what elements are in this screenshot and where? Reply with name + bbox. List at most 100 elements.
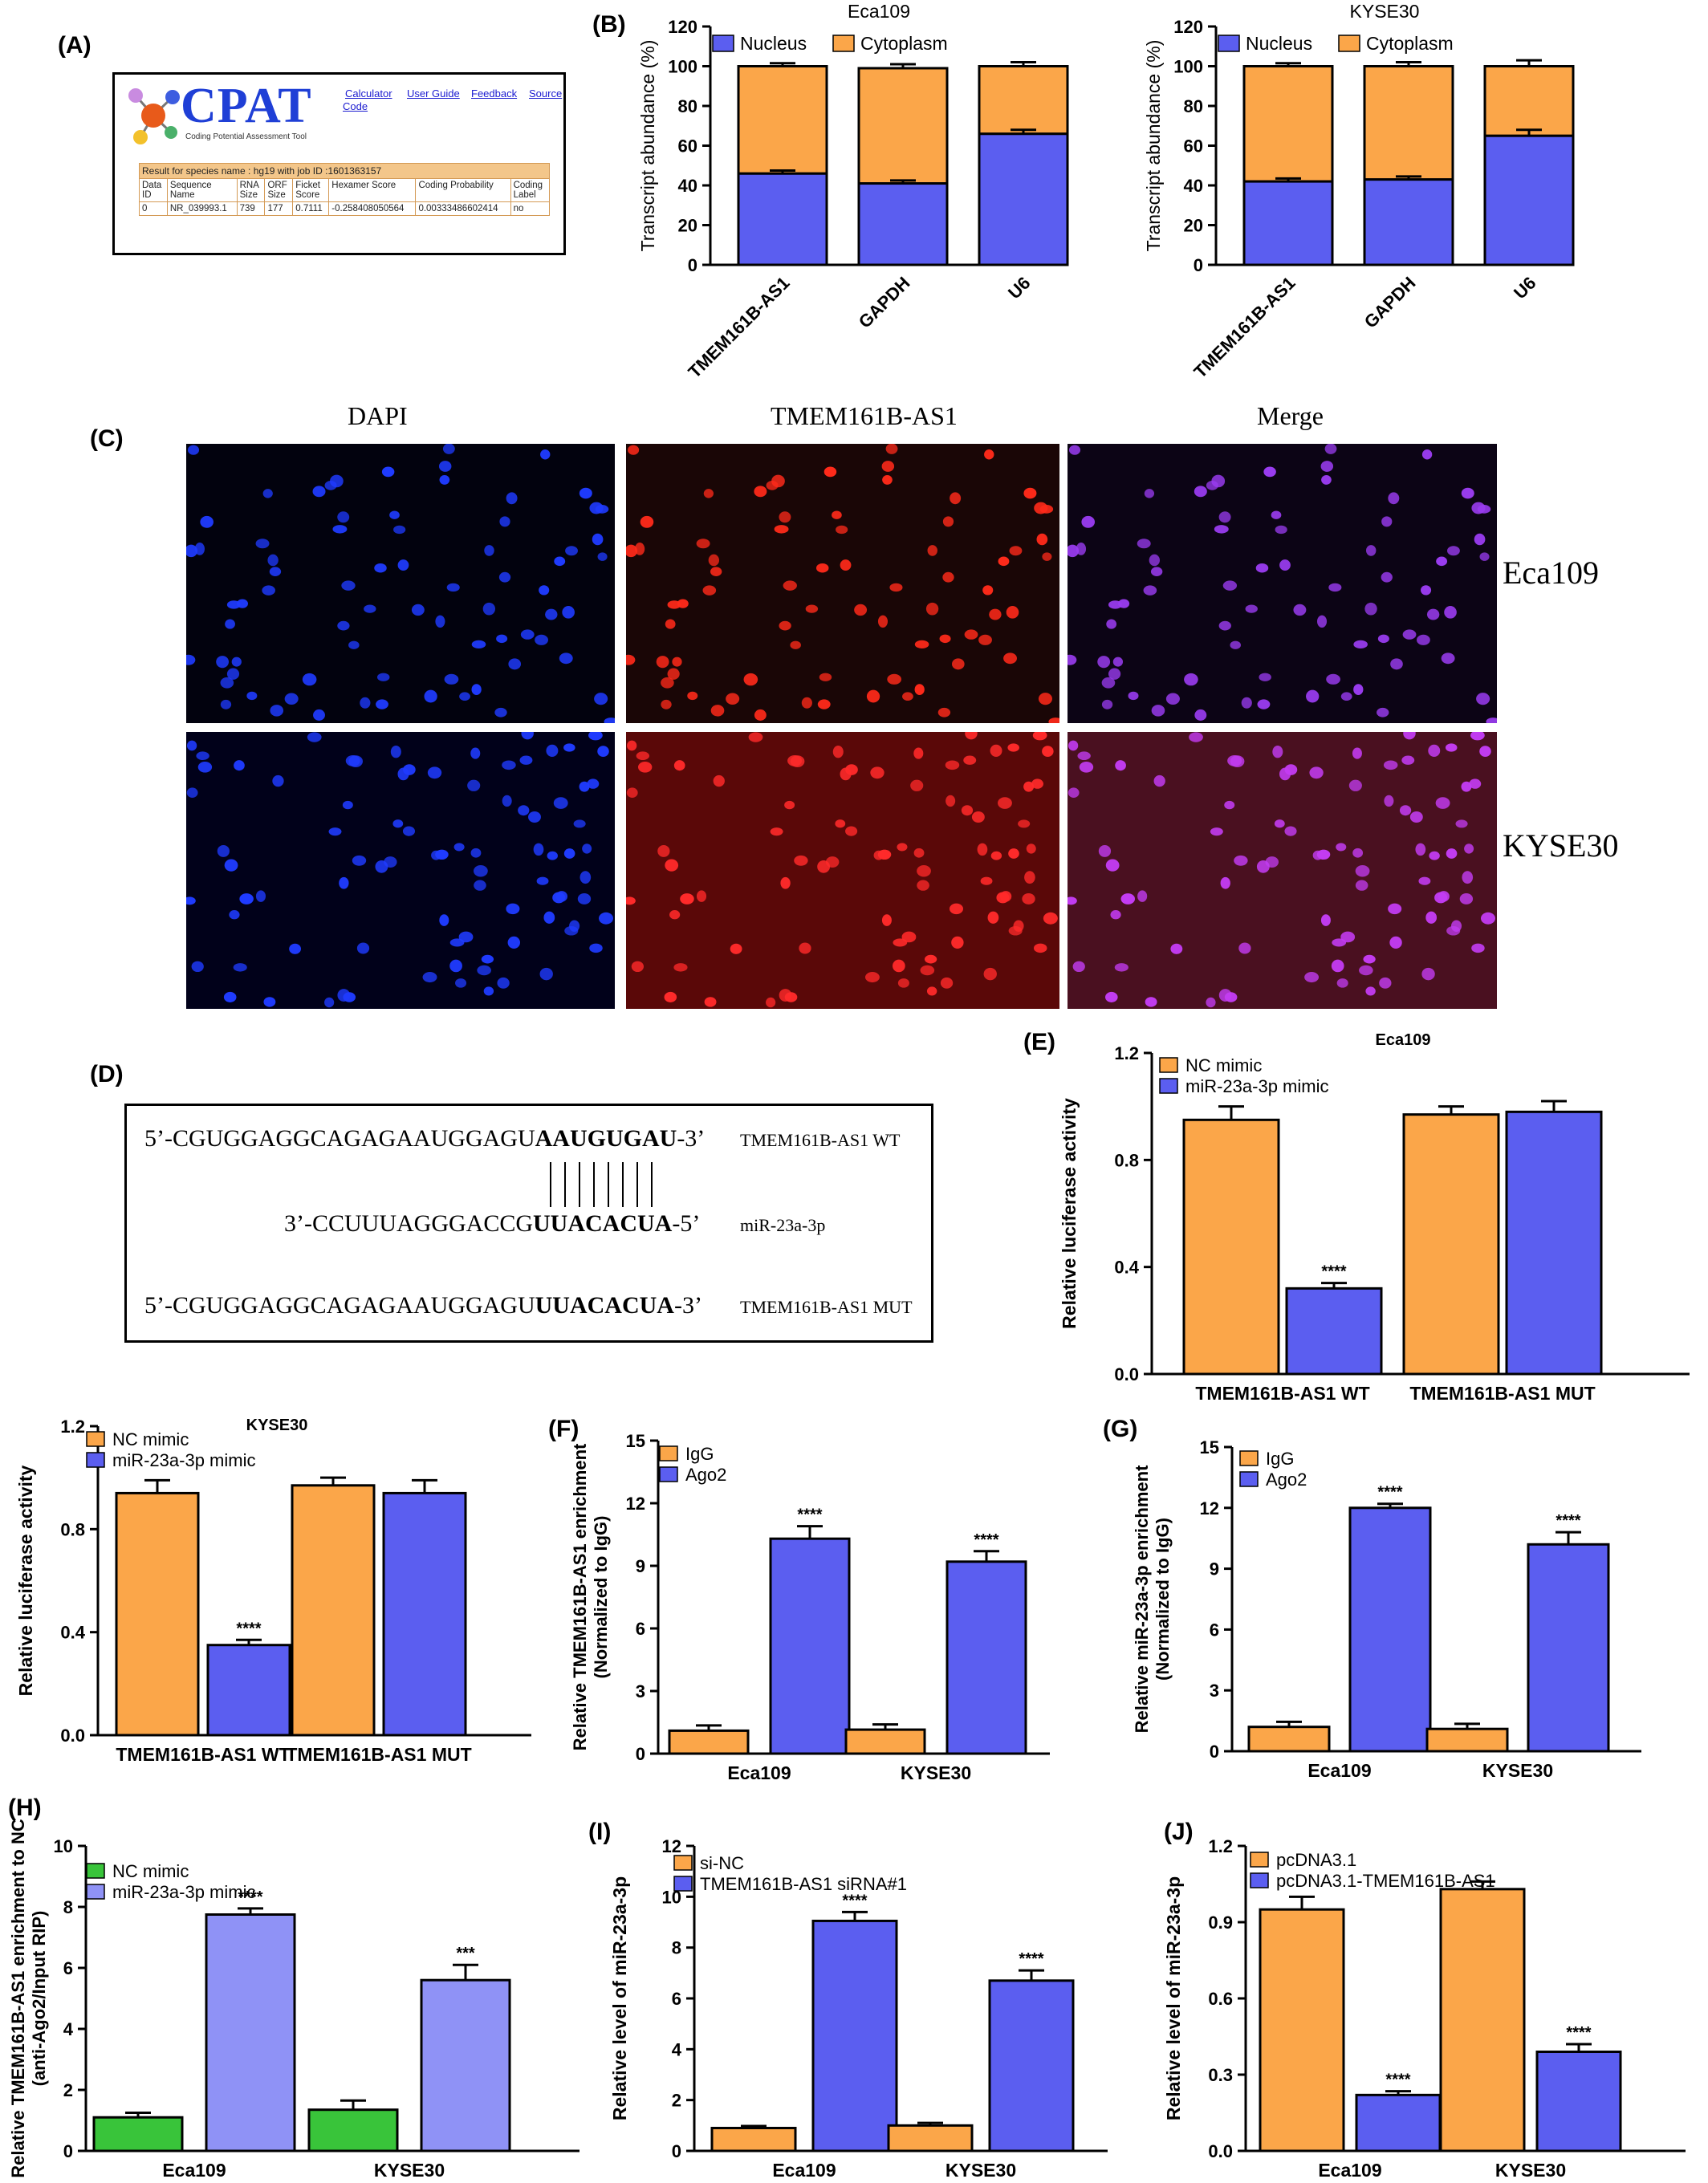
bar-nucleus [1363, 178, 1454, 266]
cell-nucleus [470, 747, 481, 759]
y-tick-label: 10 [54, 1836, 73, 1856]
cell-nucleus [1476, 693, 1490, 705]
cell-nucleus [1034, 502, 1048, 514]
y-axis-label: Relative level of miR-23a-3p [1163, 1876, 1184, 2120]
cell-nucleus [374, 563, 387, 573]
seq-mut-tag: TMEM161B-AS1 MUT [740, 1297, 913, 1317]
cell-nucleus [901, 931, 917, 943]
cell-nucleus [376, 699, 388, 709]
cell-nucleus [949, 903, 964, 915]
cell-nucleus [533, 843, 544, 856]
cell-nucleus [925, 602, 939, 616]
panel-label-j: (J) [1164, 1819, 1194, 1845]
cell-nucleus [444, 673, 459, 685]
cpat-nav-calculator[interactable]: Calculator [345, 87, 392, 100]
x-tick-label: Eca109 [1307, 1760, 1371, 1781]
panel-label-i: (I) [588, 1819, 612, 1845]
cell-nucleus [1150, 567, 1163, 576]
cell-nucleus [1479, 552, 1490, 561]
cell-nucleus [1271, 510, 1282, 519]
cell-nucleus [594, 693, 608, 705]
cell-nucleus [1401, 755, 1415, 765]
cell-nucleus [474, 865, 488, 877]
seq-wt-tag: TMEM161B-AS1 WT [740, 1130, 901, 1150]
cell-nucleus [1377, 707, 1389, 718]
panel-label-a: (A) [58, 32, 92, 59]
cpat-header: Ficket Score [292, 178, 330, 202]
legend-label: Nucleus [1246, 33, 1312, 54]
cell-nucleus [547, 851, 558, 860]
cell-nucleus [579, 781, 590, 792]
cell-nucleus [942, 516, 954, 527]
cpat-nav-user-guide[interactable]: User Guide [407, 87, 460, 100]
legend-swatch [86, 1884, 105, 1900]
cell-nucleus [494, 707, 507, 718]
cell-nucleus [539, 585, 550, 596]
cpat-nav-code[interactable]: Code [343, 100, 368, 112]
cell-nucleus [577, 893, 592, 905]
chart-title: KYSE30 [1350, 1, 1420, 22]
bar-control [844, 1728, 926, 1755]
cell-nucleus [262, 585, 275, 596]
cell-nucleus [332, 525, 348, 534]
y-tick-label: 12 [1200, 1498, 1219, 1518]
cell-nucleus [197, 761, 213, 773]
legend-swatch [1250, 1872, 1269, 1888]
cell-nucleus [1331, 959, 1344, 973]
cell-nucleus [680, 893, 694, 905]
cell-nucleus [708, 554, 720, 567]
bar-treatment [382, 1491, 467, 1737]
cell-nucleus [1355, 880, 1368, 891]
cell-nucleus [226, 668, 240, 680]
cell-nucleus [940, 977, 954, 989]
significance-label: *** [456, 1945, 475, 1962]
cell-nucleus [805, 604, 819, 613]
cell-nucleus [1108, 668, 1121, 680]
cell-nucleus [231, 657, 242, 667]
cell-nucleus [255, 539, 270, 549]
cpat-header-row: Data ID Sequence Name RNA Size ORF Size Fick… [139, 178, 551, 202]
cell-nucleus [1379, 977, 1392, 989]
col-title-dapi: DAPI [348, 401, 408, 430]
cell-nucleus [1348, 779, 1362, 791]
cpat-cell: 0.7111 [292, 201, 330, 216]
y-tick-label: 3 [636, 1681, 645, 1701]
cell-nucleus [345, 755, 360, 766]
legend-swatch [673, 1855, 693, 1871]
cpat-nav-feedback[interactable]: Feedback [471, 87, 518, 100]
cell-nucleus [771, 474, 785, 488]
cell-nucleus [186, 544, 198, 558]
cpat-nav-source[interactable]: Source [529, 87, 563, 100]
cell-nucleus [634, 543, 645, 555]
cell-nucleus [1145, 997, 1157, 1007]
x-tick-label: U6 [1510, 273, 1540, 303]
cell-nucleus [1328, 583, 1342, 592]
legend-label: Cytoplasm [860, 33, 948, 54]
x-tick-label: TMEM161B-AS1 MUT [286, 1744, 471, 1765]
significance-label: **** [1385, 2071, 1410, 2089]
cell-nucleus [1324, 444, 1337, 454]
cell-nucleus [1421, 967, 1435, 981]
cell-nucleus [1068, 787, 1080, 799]
bar-treatment [1505, 1110, 1603, 1376]
cell-nucleus [580, 871, 592, 884]
cell-nucleus [1340, 931, 1356, 943]
cell-nucleus [626, 787, 638, 799]
cell-nucleus [1013, 920, 1024, 932]
cell-nucleus [246, 691, 258, 701]
cell-nucleus [726, 693, 740, 705]
bar-cytoplasm [1363, 65, 1454, 181]
cell-nucleus [1104, 991, 1118, 1002]
cell-nucleus [1026, 844, 1036, 854]
panel-label-c: (C) [90, 425, 124, 452]
cell-nucleus [324, 997, 335, 1008]
chart-g: 0 3 6 9 12 15 Relative miR-23a-3p enrichment (N… [1132, 1437, 1641, 1781]
cell-nucleus [502, 760, 516, 770]
row-label-eca109: Eca109 [1503, 555, 1599, 591]
cell-nucleus [897, 978, 909, 988]
cell-nucleus [554, 556, 566, 567]
cell-nucleus [540, 449, 551, 460]
y-tick-label: 100 [1173, 57, 1203, 77]
y-tick-label: 0.6 [1208, 1989, 1233, 2009]
cell-nucleus [910, 779, 924, 791]
